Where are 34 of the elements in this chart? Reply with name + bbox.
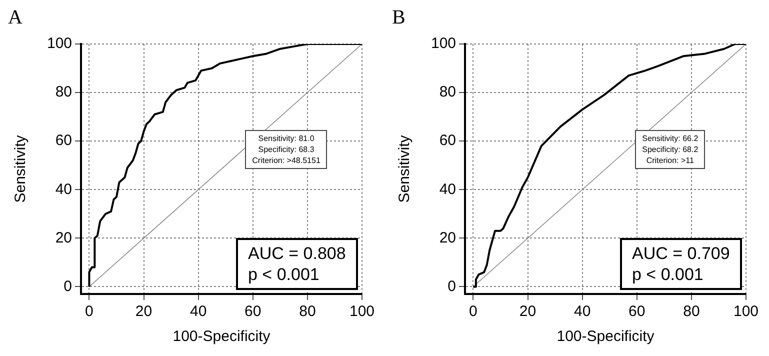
annotation: AUC = 0.709 p < 0.001 [620, 238, 742, 290]
chart-title: B [392, 6, 406, 28]
x-tick-label: 20 [135, 303, 152, 320]
x-tick-label: 40 [190, 303, 207, 320]
y-tick-label: 80 [439, 84, 456, 101]
x-tick-label: 0 [469, 303, 478, 320]
annotation: Sensitivity: 81.0 Specificity: 68.3 Criterion: >48.5151 [245, 130, 328, 168]
x-tick-label: 60 [244, 303, 262, 320]
y-tick-label: 40 [55, 180, 72, 198]
y-tick-label: 0 [448, 278, 456, 295]
x-axis-title: 100-Specificity [556, 328, 655, 346]
x-tick-label: 100 [349, 303, 375, 320]
x-tick-label: 0 [85, 303, 94, 320]
x-tick-label: 80 [683, 303, 700, 320]
x-tick-label: 20 [519, 303, 536, 320]
y-axis-title: Sensitivity [12, 134, 30, 203]
annotation: AUC = 0.808 p < 0.001 [236, 238, 358, 290]
x-tick-label: 100 [733, 303, 759, 320]
y-tick-label: 100 [430, 35, 456, 52]
annotation: Sensitivity: 66.2 Specificity: 68.2 Criterion: >11 [635, 130, 706, 168]
y-tick-label: 20 [55, 229, 72, 246]
y-tick-label: 100 [46, 35, 72, 52]
y-axis-title: Sensitivity [396, 134, 414, 203]
y-tick-label: 0 [64, 278, 72, 295]
chart-title: A [8, 6, 23, 28]
y-tick-label: 80 [55, 84, 72, 101]
x-tick-label: 60 [628, 303, 646, 320]
y-tick-label: 40 [439, 180, 456, 198]
x-tick-label: 80 [299, 303, 316, 320]
y-tick-label: 60 [55, 132, 72, 150]
y-tick-label: 20 [439, 229, 456, 246]
x-tick-label: 40 [574, 303, 591, 320]
y-tick-label: 60 [439, 132, 456, 150]
x-axis-title: 100-Specificity [172, 328, 271, 346]
